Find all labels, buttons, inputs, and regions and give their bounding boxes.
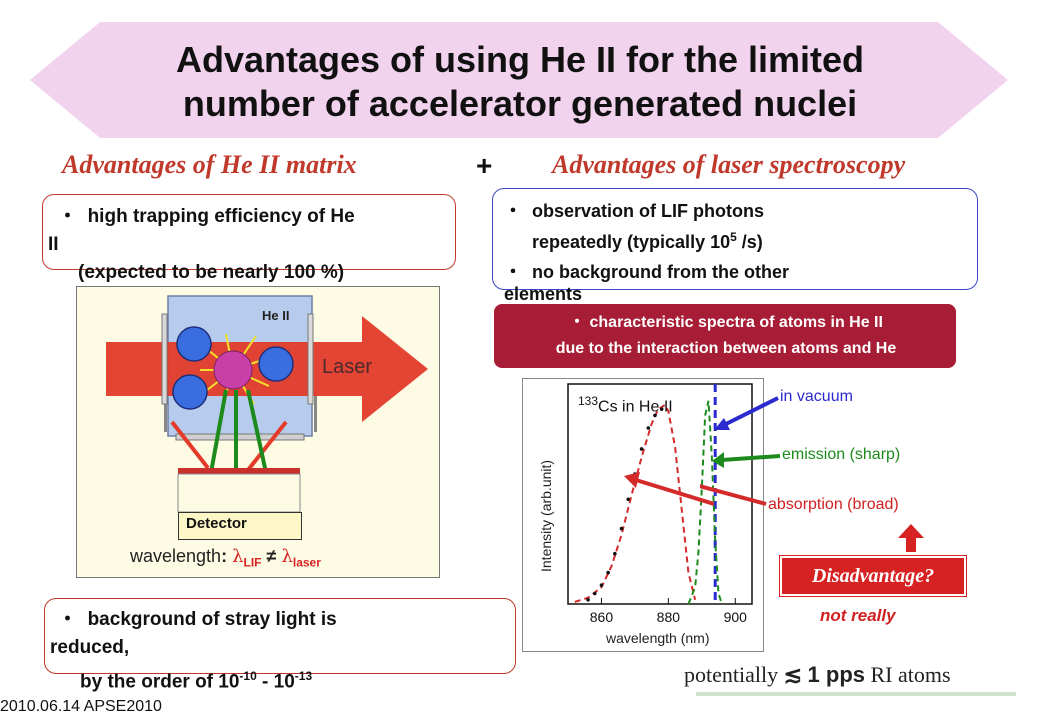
disadvantage-badge: Disadvantage? [780,556,966,596]
title-line-1: Advantages of using He II for the limite… [175,39,865,80]
wavelength-inequality: wavelength: λLIF ≠ λlaser [130,546,321,570]
wavelength-word: wavelength [130,546,222,566]
bullet: ・ [504,262,522,282]
detector-lens-bottom-left [172,374,208,410]
laser-subscript: laser [292,555,321,570]
data-point [659,407,664,411]
laser-label: Laser [322,356,373,378]
lif-line-2: repeatedly (typically 10 [532,232,731,252]
detector-label: Detector [186,515,247,532]
bullet: ・ [504,201,522,221]
data-point [646,426,651,430]
footer-date: 2010.06.14 APSE2010 [0,698,162,715]
lif-observation-text: ・ observation of LIF photons repeatedly … [504,196,974,309]
rate-value: 1 pps [807,662,865,687]
data-point [639,447,644,451]
trapping-efficiency-box [42,194,456,270]
stray-dash: - 10 [256,671,295,693]
plot-frame [567,383,753,605]
exponent-2: -13 [294,669,313,683]
trap-line-2: II [48,234,59,255]
y-axis-label: Intensity (arb.unit) [538,459,554,572]
green-dashed-series-line [687,400,723,605]
he2-matrix-heading: Advantages of He II matrix [62,150,357,179]
lif-subscript: LIF [243,555,262,570]
he2-cell-label: He II [262,308,290,323]
approx-symbol: ≲ [783,662,803,687]
stray-line-2: reduced, [50,637,130,658]
x-tick-label: 880 [657,609,681,625]
lambda-lif-symbol: λ [232,546,244,567]
data-point [626,497,631,502]
trap-line-3: (expected to be nearly 100 %) [78,262,345,283]
title-line-2: number of accelerator generated nuclei [182,83,858,124]
emission-label: emission (sharp) [782,446,901,463]
bullet: ・ [569,314,586,331]
trap-line-1: high trapping efficiency of He [87,206,355,227]
apparatus-diagram [106,295,428,513]
data-point [599,583,604,587]
ri-atoms-word: RI atoms [870,662,951,687]
detector-lens-top-left [176,326,212,362]
exponent-1: -10 [239,669,257,683]
x-axis-label: wavelength (nm) [606,630,710,646]
absorption-label: absorption (broad) [768,496,899,513]
isotope-number: 133 [578,394,599,408]
spectra-line-2: due to the interaction between atoms and… [555,340,897,357]
data-point [613,551,617,556]
detector-lens-right [258,346,294,382]
colon: : [221,546,228,566]
not-really-label: not really [820,606,896,625]
data-point [592,591,597,596]
up-arrow-icon [898,524,924,552]
lif-observation-box [492,188,978,290]
detector-box [178,512,302,540]
x-tick-label: 900 [724,609,748,625]
slide-title: Advantages of using He II for the limite… [60,38,980,126]
in-vacuum-label: in vacuum [780,388,853,405]
lif-exponent: 5 [730,230,737,244]
footer-rule [696,692,1016,696]
red-dashed-series-line [574,403,697,603]
not-equal-symbol: ≠ [266,546,277,566]
lif-line-4: elements [504,284,583,304]
lif-line-3: no background from the other [532,262,790,282]
stray-light-box [44,598,516,674]
laser-spectroscopy-heading: Advantages of laser spectroscopy [552,150,906,179]
absorption-arrow [624,472,714,506]
stray-light-text: ・ background of stray light is reduced, … [50,606,514,696]
bullet: ・ [58,206,78,227]
annotation-arrows [700,396,781,506]
stray-line-3: by the order of 10 [80,671,240,693]
spectrum-chart: 860 880 900 [567,383,753,625]
chart-title: 133Cs in He II [578,394,673,416]
plus-sign: + [476,150,493,181]
characteristic-spectra-text: ・ characteristic spectra of atoms in He … [496,310,956,362]
potential-rate: potentially ≲ 1 pps RI atoms [684,662,951,688]
lif-line-2-end: /s) [736,232,763,252]
lambda-laser-symbol: λ [281,546,293,567]
lif-line-1: observation of LIF photons [532,201,765,221]
stray-line-1: background of stray light is [87,609,337,630]
characteristic-spectra-box [494,304,956,368]
data-point [586,598,590,602]
title-banner [30,22,1008,138]
chart-title-text: Cs in He II [598,398,673,416]
x-tick-label: 860 [590,609,614,625]
data-point [619,526,624,531]
potentially-word: potentially [684,662,779,687]
data-point [606,570,610,575]
atom-sphere [213,350,253,390]
trapping-efficiency-text: ・ high trapping efficiency of He II (exp… [48,203,450,287]
bullet: ・ [58,609,78,630]
data-point [653,413,657,418]
spectra-line-1: characteristic spectra of atoms in He II [589,314,883,331]
